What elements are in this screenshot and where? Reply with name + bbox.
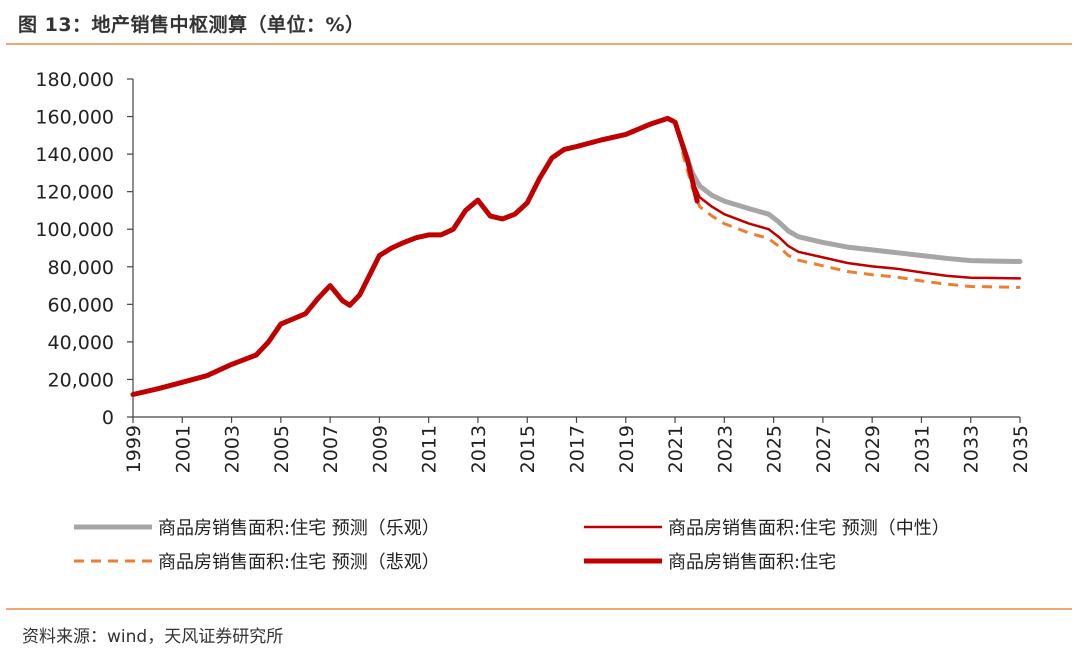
legend-label-pessimistic: 商品房销售面积:住宅 预测（悲观） [158, 552, 440, 573]
x-tick-label: 2005 [271, 425, 293, 473]
series-pessimistic-line [680, 151, 1021, 289]
legend-swatch-pessimistic [74, 559, 152, 563]
source-note: 资料来源：wind，天风证券研究所 [22, 627, 284, 647]
x-tick-label: 2033 [961, 425, 983, 473]
x-tick-label: 2013 [468, 425, 490, 473]
legend-swatch-actual [584, 558, 662, 564]
legend-item-optimistic: 商品房销售面积:住宅 预测（乐观） [72, 514, 440, 540]
legend-swatch-neutral [584, 525, 662, 529]
y-tick-label: 100,000 [35, 219, 114, 241]
x-tick-label: 2025 [764, 425, 786, 473]
y-tick-label: 40,000 [48, 332, 114, 354]
series-neutral-line [681, 147, 1022, 280]
x-tick-label: 2011 [419, 425, 441, 473]
y-tick-label: 60,000 [48, 294, 114, 316]
legend-item-neutral: 商品房销售面积:住宅 预测（中性） [582, 514, 950, 540]
header-divider [6, 43, 1072, 45]
legend-item-actual: 商品房销售面积:住宅 [582, 548, 836, 574]
y-tick-label: 80,000 [48, 257, 114, 279]
x-tick-label: 2007 [320, 425, 342, 473]
series-optimistic-line [679, 142, 1023, 264]
legend-swatch-optimistic [74, 524, 152, 530]
chart-title: 图 13：地产销售中枢测算（单位：%） [18, 14, 365, 36]
legend-label-optimistic: 商品房销售面积:住宅 预测（乐观） [158, 518, 440, 539]
x-tick-label: 2015 [517, 425, 539, 473]
x-tick-label: 2023 [714, 425, 736, 473]
y-tick-label: 0 [102, 407, 114, 429]
x-tick-label: 2029 [862, 425, 884, 473]
footer-divider [6, 608, 1072, 610]
legend-label-neutral: 商品房销售面积:住宅 预测（中性） [668, 518, 950, 539]
y-tick-label: 160,000 [35, 107, 114, 129]
x-tick-label: 2021 [665, 425, 687, 473]
x-tick-label: 2017 [567, 425, 589, 473]
y-tick-label: 20,000 [48, 369, 114, 391]
x-tick-label: 2009 [369, 425, 391, 473]
x-tick-label: 2019 [616, 425, 638, 473]
legend-item-pessimistic: 商品房销售面积:住宅 预测（悲观） [72, 548, 440, 574]
x-tick-label: 2003 [222, 425, 244, 473]
legend-label-actual: 商品房销售面积:住宅 [668, 552, 837, 573]
line-chart: 0 20,000 40,000 60,000 80,000 100,000 120,000 1… [35, 69, 1032, 473]
x-tick-label: 2031 [911, 425, 933, 473]
x-tick-label: 2027 [813, 425, 835, 473]
x-tick-label: 1999 [123, 425, 145, 473]
y-tick-label: 180,000 [35, 69, 114, 91]
y-tick-label: 140,000 [35, 144, 114, 166]
x-tick-label: 2001 [172, 425, 194, 473]
series-actual-line [130, 115, 700, 397]
y-tick-label: 120,000 [35, 182, 114, 204]
x-tick-label: 2035 [1010, 425, 1032, 473]
